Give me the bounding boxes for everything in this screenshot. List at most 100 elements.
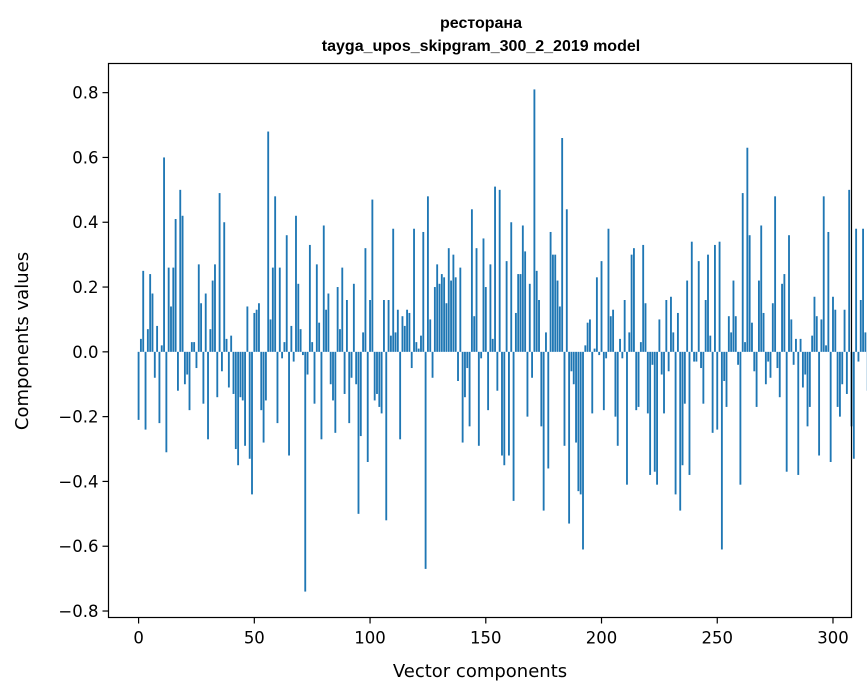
bar xyxy=(658,319,661,352)
bar xyxy=(774,196,777,352)
bar xyxy=(646,351,649,414)
x-tick-label: 250 xyxy=(702,629,734,648)
bar xyxy=(364,248,367,352)
bar xyxy=(531,351,533,378)
bar xyxy=(491,338,494,352)
bar xyxy=(563,351,566,446)
bar xyxy=(591,351,594,414)
bar xyxy=(628,332,631,352)
bar xyxy=(413,228,415,352)
bar xyxy=(769,351,772,378)
bar xyxy=(473,316,476,352)
bar xyxy=(207,351,209,440)
bar xyxy=(433,287,436,352)
bar xyxy=(510,222,513,352)
bar xyxy=(806,351,809,427)
bar xyxy=(258,303,260,352)
bar xyxy=(285,235,288,352)
bar xyxy=(841,351,844,385)
bar xyxy=(276,351,279,424)
bar xyxy=(649,351,652,475)
bar xyxy=(489,264,492,352)
bar xyxy=(737,351,740,365)
bar xyxy=(299,329,302,352)
bar xyxy=(521,225,524,352)
bar xyxy=(183,351,186,385)
bar xyxy=(686,280,689,352)
bar xyxy=(716,351,719,430)
bar xyxy=(582,351,584,550)
bar xyxy=(811,335,814,352)
bar xyxy=(535,270,538,352)
bar xyxy=(665,300,668,352)
bar xyxy=(547,351,550,469)
plot-frame xyxy=(107,62,853,619)
bar xyxy=(651,351,654,365)
bar xyxy=(690,241,693,352)
bar xyxy=(302,351,304,356)
bar xyxy=(508,351,510,456)
bar xyxy=(709,335,712,352)
bar xyxy=(778,351,781,398)
bar xyxy=(283,342,286,352)
y-tick-label: 0.8 xyxy=(72,84,98,103)
bar xyxy=(484,287,487,352)
bar xyxy=(818,351,821,456)
bar xyxy=(549,231,552,352)
bar xyxy=(290,325,293,352)
bar xyxy=(667,351,670,372)
bar xyxy=(348,351,351,424)
bar xyxy=(755,351,758,407)
bar xyxy=(783,274,786,352)
bar xyxy=(218,193,221,352)
bar xyxy=(593,348,596,352)
y-tick-label: −0.8 xyxy=(58,602,98,621)
bar xyxy=(788,235,790,352)
bar xyxy=(829,351,832,462)
bar xyxy=(496,351,499,391)
bar xyxy=(195,351,198,369)
bar xyxy=(468,351,471,427)
bar xyxy=(702,351,705,404)
bar xyxy=(288,351,290,456)
bar xyxy=(144,351,147,430)
bar xyxy=(445,303,448,352)
bar xyxy=(297,283,300,352)
y-tick-label: −0.2 xyxy=(58,408,98,427)
bar xyxy=(461,351,464,443)
bar xyxy=(167,267,170,352)
bar xyxy=(153,351,156,378)
bar xyxy=(424,351,427,569)
bar xyxy=(776,351,779,369)
y-tick-label: 0.4 xyxy=(72,213,98,232)
bar xyxy=(797,351,800,475)
bar xyxy=(839,351,841,417)
bar xyxy=(383,300,385,352)
bar xyxy=(244,351,246,446)
chart-title: ресторана xyxy=(440,15,522,32)
bar xyxy=(403,325,406,352)
bar xyxy=(556,280,559,352)
bar xyxy=(214,264,216,352)
bar xyxy=(670,296,672,352)
bar xyxy=(762,312,765,352)
bar xyxy=(642,244,645,352)
bar xyxy=(498,189,501,352)
bar xyxy=(503,351,506,466)
bar xyxy=(808,351,811,407)
bar xyxy=(216,351,219,398)
bar xyxy=(246,306,249,352)
x-tick-label: 50 xyxy=(244,629,265,648)
bar xyxy=(362,332,365,352)
x-axis: 0 50 100 150 200 250 300 xyxy=(133,617,849,648)
bar xyxy=(406,309,409,352)
bar xyxy=(494,186,496,352)
bar xyxy=(771,303,774,352)
bar xyxy=(380,351,383,414)
bar xyxy=(188,351,191,411)
bar xyxy=(834,309,837,352)
bar xyxy=(452,254,455,352)
bar xyxy=(616,351,619,446)
bar xyxy=(697,261,700,352)
bar xyxy=(149,274,152,352)
